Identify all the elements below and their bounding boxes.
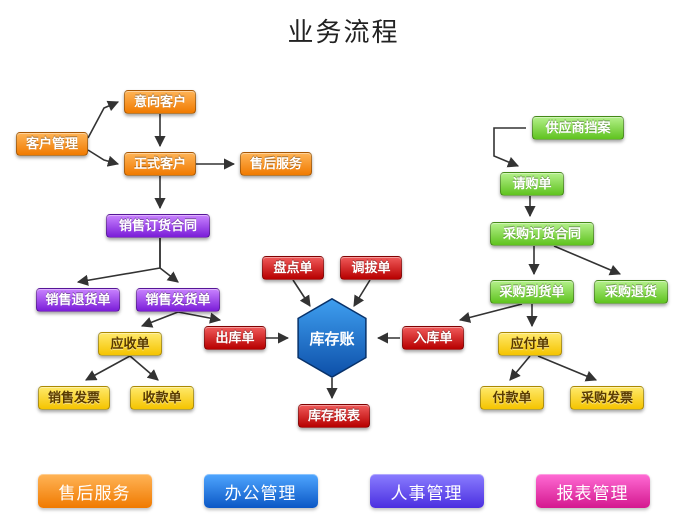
node-purch_arr: 采购到货单 <box>490 280 574 304</box>
node-out_bill: 出库单 <box>204 326 266 350</box>
node-cust_mgmt: 客户管理 <box>16 132 88 156</box>
footer-buttons: 售后服务 办公管理 人事管理 报表管理 <box>0 474 687 508</box>
node-sale_ctr: 销售订货合同 <box>106 214 210 238</box>
node-sale_ret: 销售退货单 <box>36 288 120 312</box>
node-req_order: 请购单 <box>500 172 564 196</box>
hexagon-label: 库存账 <box>309 328 354 349</box>
node-after_sale: 售后服务 <box>240 152 312 176</box>
node-in_bill: 入库单 <box>402 326 464 350</box>
node-sale_inv: 销售发票 <box>38 386 110 410</box>
node-stock_rpt: 库存报表 <box>298 404 370 428</box>
node-recv_bill: 应收单 <box>98 332 162 356</box>
node-intent_cust: 意向客户 <box>124 90 196 114</box>
node-sale_deliv: 销售发货单 <box>136 288 220 312</box>
footer-btn-2[interactable]: 人事管理 <box>370 474 484 508</box>
node-check_bill: 盘点单 <box>262 256 324 280</box>
node-purch_ret: 采购退货 <box>594 280 668 304</box>
footer-btn-0[interactable]: 售后服务 <box>38 474 152 508</box>
node-purch_inv: 采购发票 <box>570 386 644 410</box>
node-collect: 收款单 <box>130 386 194 410</box>
node-formal_cust: 正式客户 <box>124 152 196 176</box>
node-pay_bill: 应付单 <box>498 332 562 356</box>
node-supplier: 供应商挡案 <box>532 116 624 140</box>
node-purch_ctr: 采购订货合同 <box>490 222 594 246</box>
hexagon-stock: 库存账 <box>292 298 372 378</box>
node-transfer: 调拔单 <box>340 256 402 280</box>
footer-btn-3[interactable]: 报表管理 <box>536 474 650 508</box>
footer-btn-1[interactable]: 办公管理 <box>204 474 318 508</box>
node-pay_mny: 付款单 <box>480 386 544 410</box>
